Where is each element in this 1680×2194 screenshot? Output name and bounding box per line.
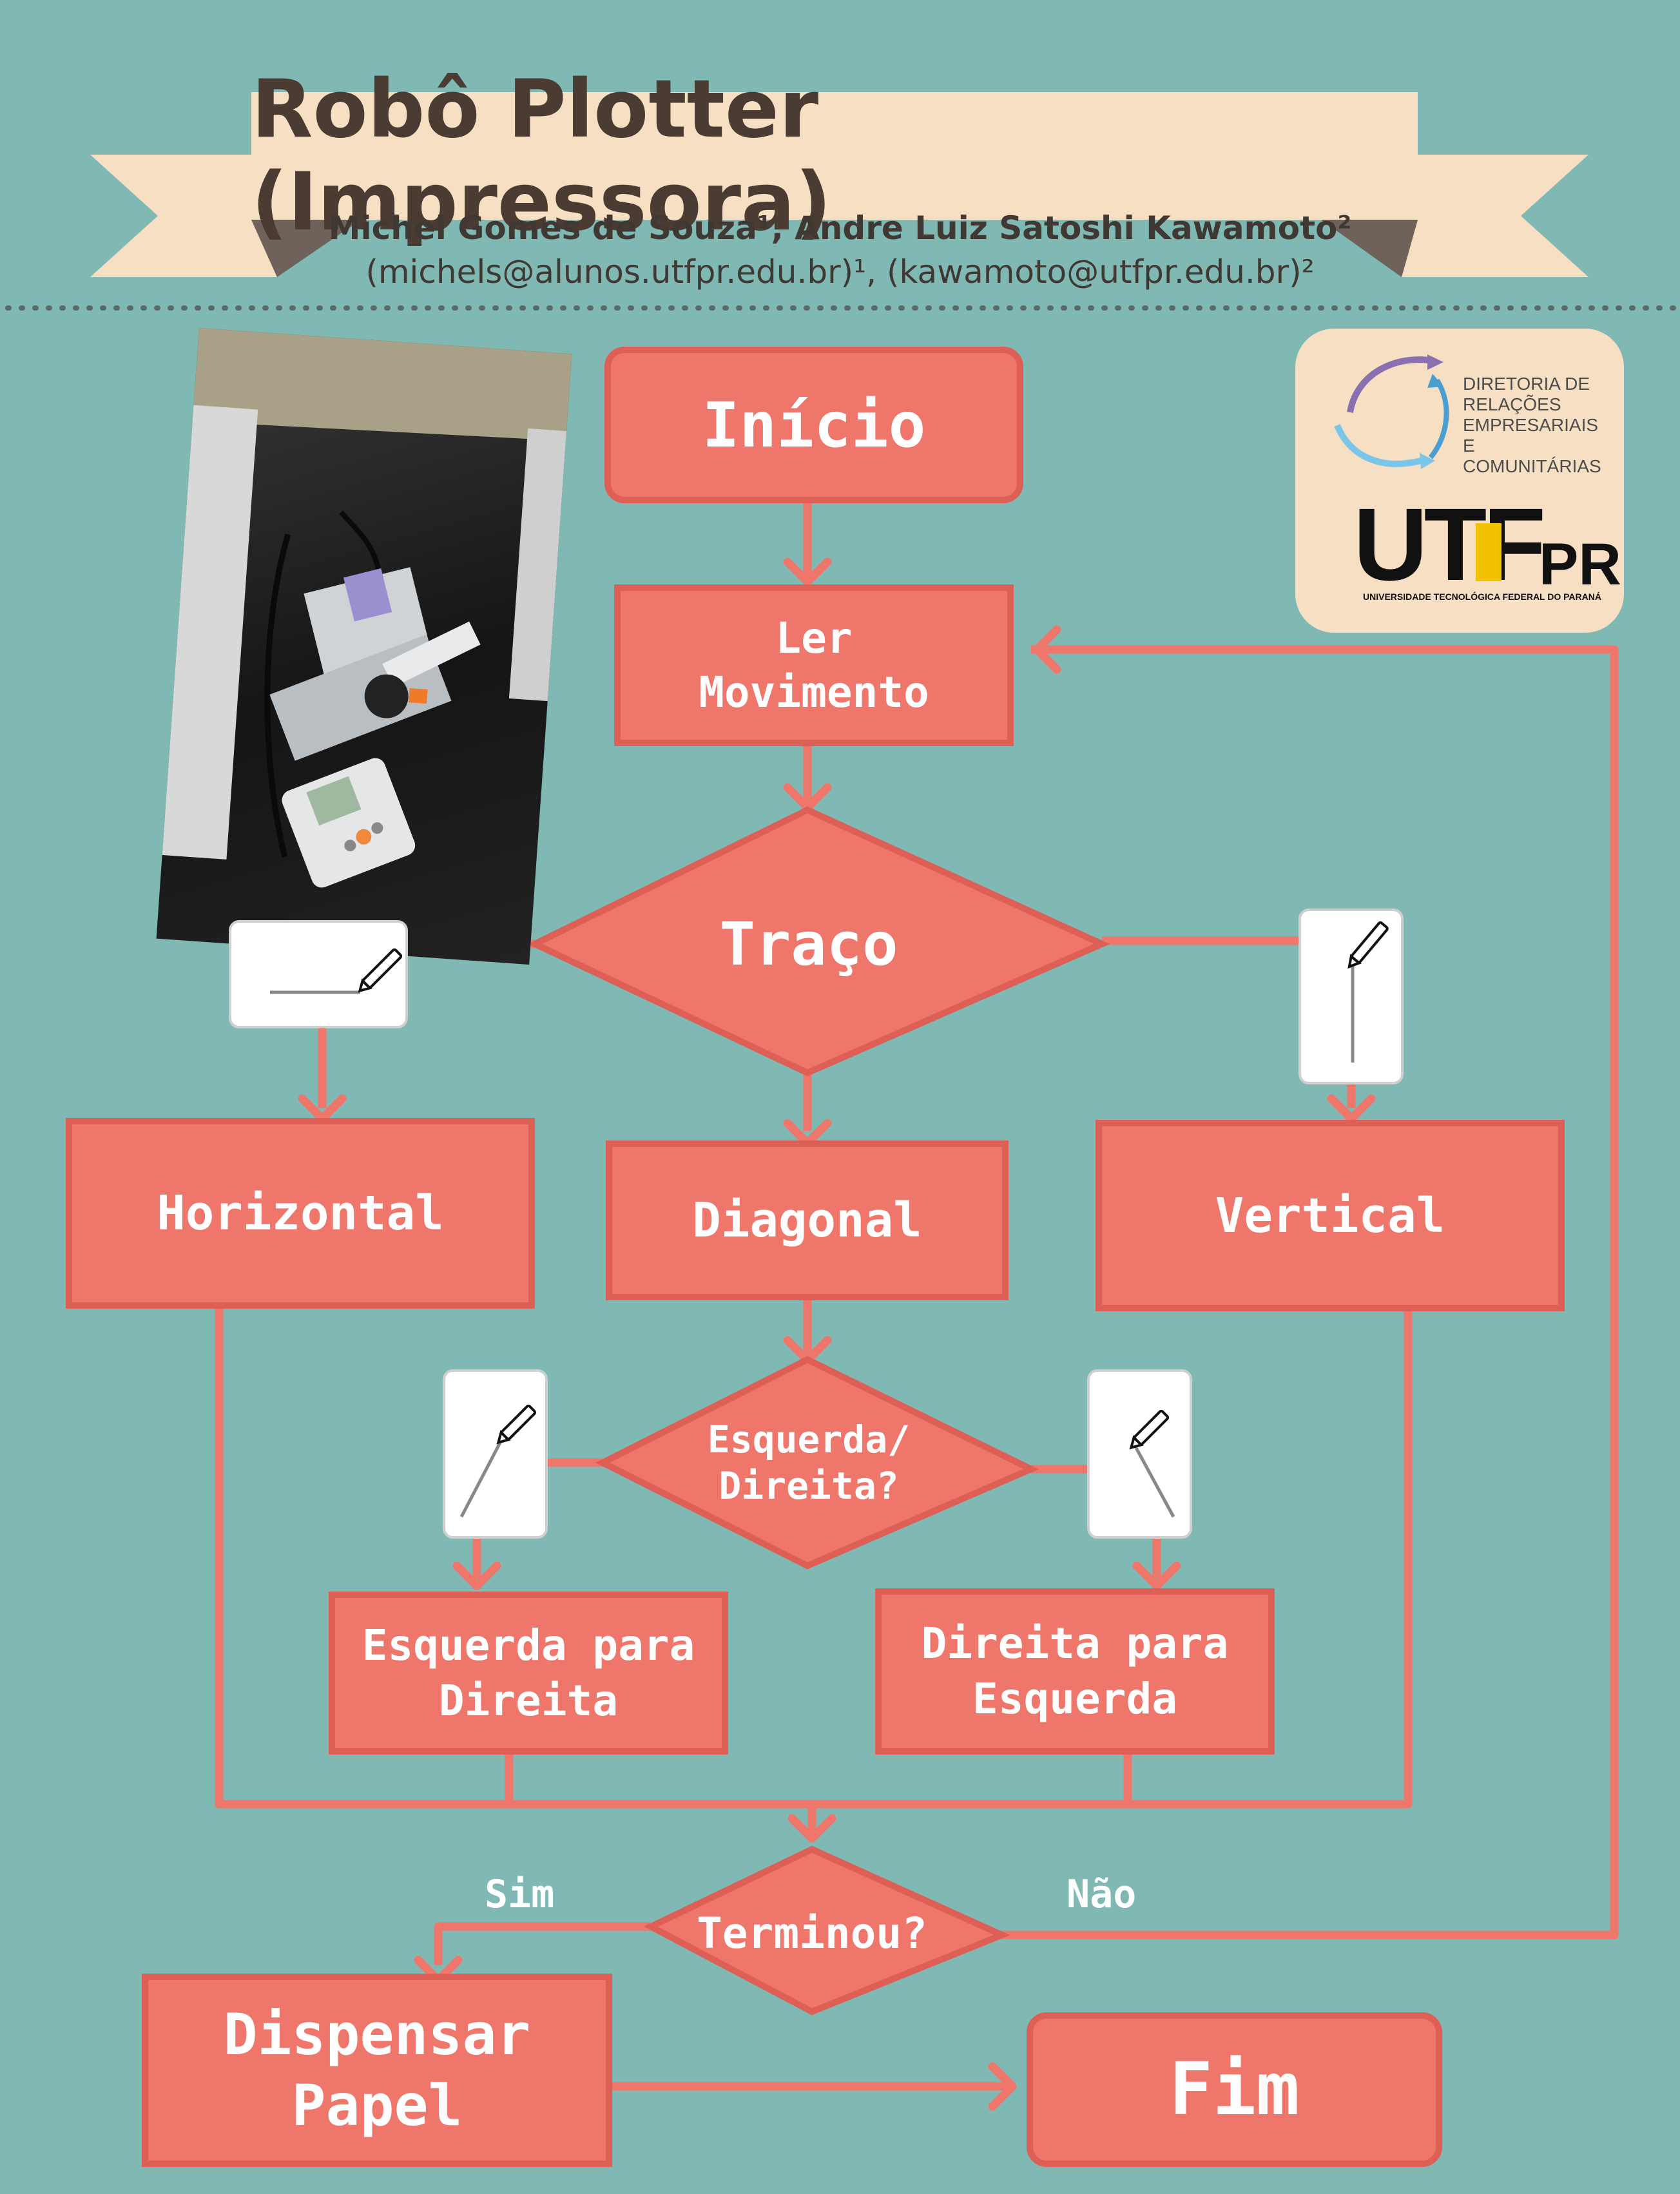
node-diagonal	[606, 1140, 1009, 1300]
label-end: Fim	[1169, 2048, 1300, 2131]
label-start: Início	[702, 389, 926, 461]
lego-robot-illustration	[264, 510, 481, 888]
author-emails: (michels@alunos.utfpr.edu.br)¹, (kawamot…	[365, 253, 1315, 291]
horizontal-stroke-card	[229, 920, 408, 1028]
ribbon-right-tail	[1402, 155, 1588, 277]
utfpr-logo-card	[1295, 329, 1624, 633]
node-ltr	[329, 1592, 728, 1755]
label-stroke: Traço	[719, 909, 898, 979]
logo-organization: DIRETORIA DE RELAÇÕES EMPRESARIAIS E COM…	[1463, 374, 1611, 477]
label-rtl: Direita para Esquerda	[921, 1619, 1229, 1724]
label-ltr: Esquerda para Direita	[362, 1620, 695, 1726]
arrowhead-ltr	[452, 1561, 501, 1590]
robot-photo	[156, 327, 572, 965]
vertical-stroke-card	[1299, 909, 1404, 1084]
org-line-4: COMUNITÁRIAS	[1463, 456, 1601, 476]
right-diagonal-pen-icon	[1129, 1409, 1175, 1518]
node-horizontal	[66, 1118, 535, 1309]
org-line-2: RELAÇÕES	[1463, 394, 1561, 414]
label-dispense: Dispensar Papel	[223, 2001, 531, 2139]
label-finished: Terminou?	[697, 1908, 927, 1958]
label-horizontal: Horizontal	[157, 1186, 444, 1241]
label-vertical: Vertical	[1215, 1188, 1445, 1244]
logo-university-name: UNIVERSIDADE TECNOLÓGICA FEDERAL DO PARA…	[1363, 592, 1601, 602]
ribbon-left-tail	[90, 155, 277, 277]
ribbon-left-shadow	[251, 220, 361, 277]
org-line-1: DIRETORIA DE	[1463, 374, 1590, 394]
label-no: Não	[1067, 1872, 1137, 1917]
logo-yellow-bar	[1476, 523, 1501, 581]
left-diagonal-stroke-card	[443, 1369, 548, 1539]
node-rtl	[875, 1588, 1275, 1755]
page-title: Robô Plotter (Impressora)	[251, 63, 1418, 249]
node-finished	[643, 1845, 1010, 2016]
arrowhead-finished	[787, 1814, 836, 1843]
edge-finished-no	[1002, 645, 1619, 1939]
node-stroke	[527, 806, 1110, 1077]
arrowhead-rtl	[1132, 1561, 1181, 1590]
node-start	[604, 347, 1023, 503]
edge-finished-yes	[434, 1922, 651, 1965]
right-diagonal-stroke-card	[1087, 1369, 1192, 1539]
arrowhead-read	[783, 557, 832, 586]
logo-brand-pr: PR	[1539, 532, 1621, 597]
label-direction: Esquerda/ Direita?	[707, 1418, 911, 1508]
org-line-3: EMPRESARIAIS E	[1463, 415, 1599, 456]
node-direction	[595, 1356, 1039, 1570]
authors: Michel Gomes de Souza¹, Andre Luiz Satos…	[328, 209, 1352, 247]
horizontal-pen-icon	[270, 948, 403, 994]
arrowhead-loop	[1032, 625, 1061, 674]
node-end	[1027, 2012, 1442, 2167]
label-diagonal: Diagonal	[692, 1193, 922, 1248]
label-yes: Sim	[485, 1872, 555, 1917]
node-vertical	[1096, 1120, 1565, 1311]
arrowhead-end	[988, 2062, 1017, 2111]
arrowhead-vertical	[1327, 1094, 1376, 1123]
left-diagonal-pen-icon	[459, 1404, 537, 1518]
recycle-arrows-icon	[1334, 354, 1449, 469]
node-read	[614, 584, 1014, 746]
logo-brand-utf: UTF	[1353, 486, 1546, 602]
label-read: Ler Movimento	[699, 613, 929, 717]
node-dispense	[142, 1974, 612, 2167]
vertical-pen-icon	[1347, 921, 1389, 1063]
ribbon-right-shadow	[1321, 220, 1418, 277]
